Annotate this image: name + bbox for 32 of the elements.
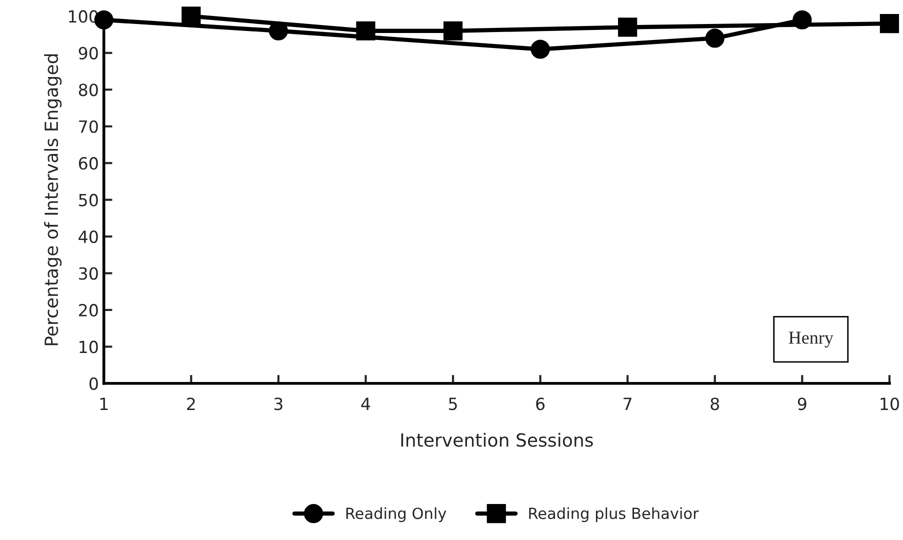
point: [182, 6, 201, 26]
y-tick-label: 0: [89, 377, 98, 390]
point: [880, 14, 900, 34]
x-tick-label: 2: [187, 398, 195, 410]
point: [356, 21, 376, 40]
point: [705, 28, 724, 48]
x-tick-label: 7: [624, 398, 632, 410]
y-tick-label: 60: [78, 157, 98, 170]
legend-label: Reading Only: [346, 507, 446, 522]
x-axis-title: Intervention Sessions: [401, 432, 593, 447]
x-tick-label: 8: [710, 398, 720, 410]
x-tick-label: 6: [536, 398, 545, 410]
point: [530, 40, 550, 59]
y-tick-label: 40: [78, 230, 98, 244]
x-tick-label: 1: [100, 398, 108, 410]
y-axis-title: Percentage of Intervals Engaged: [44, 54, 62, 346]
y-tick-label: 30: [79, 267, 98, 280]
y-tick-label: 20: [78, 304, 98, 317]
y-tick-label: 70: [79, 120, 98, 133]
annotation: Henry: [788, 332, 834, 348]
y-tick-label: 10: [80, 340, 98, 354]
x-tick-label: 3: [274, 398, 282, 410]
x-tick-label: 9: [798, 398, 806, 410]
y-tick-label: 90: [78, 46, 98, 60]
x-tick-label: 4: [361, 398, 370, 410]
point: [443, 21, 463, 40]
x-tick-label: 10: [880, 398, 899, 410]
legend-label: Reading plus Behavior: [529, 507, 699, 522]
y-tick-label: 80: [78, 84, 98, 96]
point: [618, 18, 638, 37]
y-tick-label: 50: [79, 194, 98, 206]
x-tick-label: 5: [448, 398, 457, 410]
